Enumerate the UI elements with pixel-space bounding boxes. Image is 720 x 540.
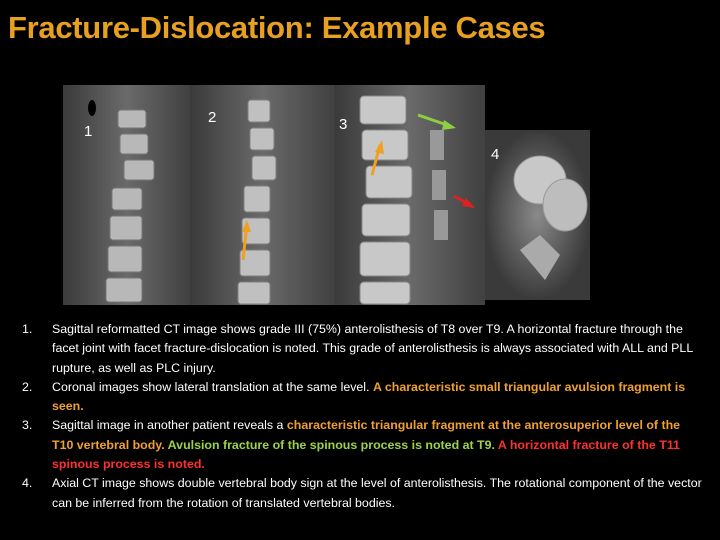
list-item: 4. Axial CT image shows double vertebral …: [22, 474, 702, 513]
panel-label: 3: [339, 116, 347, 133]
panel-label: 1: [84, 123, 92, 140]
list-text: Sagittal reformatted CT image shows grad…: [52, 320, 702, 378]
caption-list: 1. Sagittal reformatted CT image shows gr…: [22, 320, 702, 513]
text-segment: Sagittal reformatted CT image shows grad…: [52, 322, 693, 375]
image-3: [335, 85, 485, 305]
text-segment: Sagittal image in another patient reveal…: [52, 418, 287, 433]
image-4: [485, 130, 590, 300]
text-segment: A horizontal fracture of the T11 spinous…: [52, 437, 680, 472]
slide-title: Fracture-Dislocation: Example Cases: [8, 10, 546, 45]
panel-label: 4: [491, 146, 499, 163]
panel-label: 2: [208, 109, 216, 126]
list-marker: 4.: [22, 476, 33, 491]
list-item: 3. Sagittal image in another patient reve…: [22, 416, 702, 474]
text-segment: Coronal images show lateral translation …: [52, 379, 373, 394]
list-item: 1. Sagittal reformatted CT image shows gr…: [22, 320, 702, 378]
figures: 1 2 3 4: [63, 85, 590, 305]
list-text: Coronal images show lateral translation …: [52, 378, 702, 417]
image-2: [190, 85, 335, 305]
list-text: Sagittal image in another patient reveal…: [52, 416, 702, 474]
image-1: [63, 85, 190, 305]
list-item: 2. Coronal images show lateral translatio…: [22, 378, 702, 417]
text-segment: Avulsion fracture of the spinous process…: [164, 437, 495, 452]
list-text: Axial CT image shows double vertebral bo…: [52, 474, 702, 513]
list-marker: 2.: [22, 379, 33, 394]
text-segment: A characteristic small triangular avulsi…: [52, 379, 686, 414]
text-segment: Axial CT image shows double vertebral bo…: [52, 476, 702, 510]
list-marker: 1.: [22, 322, 33, 336]
list-marker: 3.: [22, 418, 33, 433]
text-segment: characteristic triangular fragment at th…: [52, 418, 681, 452]
